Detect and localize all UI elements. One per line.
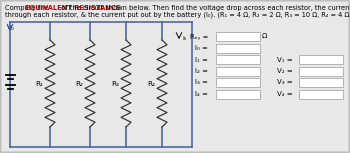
Text: EQUIVALENT RESISTANCE: EQUIVALENT RESISTANCE (25, 5, 120, 11)
Text: R₂: R₂ (75, 80, 83, 86)
Text: R₄: R₄ (147, 80, 155, 86)
Text: V₂ =: V₂ = (277, 68, 293, 74)
Bar (299, 78, 343, 87)
Bar (216, 55, 260, 64)
Text: Ω: Ω (262, 34, 267, 39)
Bar (299, 67, 343, 75)
Text: I₀: I₀ (182, 35, 186, 41)
Bar (216, 78, 260, 87)
Text: of the circuit shown below. Then find the voltage drop across each resistor, the: of the circuit shown below. Then find th… (59, 5, 350, 11)
Text: Compute the: Compute the (5, 5, 51, 11)
Bar (216, 67, 260, 75)
Bar (299, 90, 343, 99)
Text: I₁ =: I₁ = (195, 56, 208, 62)
Bar (216, 32, 260, 41)
Text: through each resistor, & the current put out by the battery (I₀). (R₁ = 4 Ω, R₂ : through each resistor, & the current put… (5, 11, 350, 17)
Bar (216, 90, 260, 99)
Text: I₂ =: I₂ = (195, 68, 208, 74)
Bar (216, 43, 260, 52)
Text: I₃ =: I₃ = (195, 80, 208, 86)
Text: V₄ =: V₄ = (277, 91, 293, 97)
Text: V₃ =: V₃ = (277, 80, 293, 86)
Text: I₀ =: I₀ = (195, 45, 208, 51)
Text: R₃: R₃ (111, 80, 119, 86)
Text: V₁ =: V₁ = (277, 56, 293, 62)
Text: I₄ =: I₄ = (195, 91, 208, 97)
Text: V₀: V₀ (7, 25, 15, 31)
Text: Rₑᵧ =: Rₑᵧ = (190, 34, 208, 39)
Bar (299, 55, 343, 64)
Text: R₁: R₁ (35, 80, 43, 86)
